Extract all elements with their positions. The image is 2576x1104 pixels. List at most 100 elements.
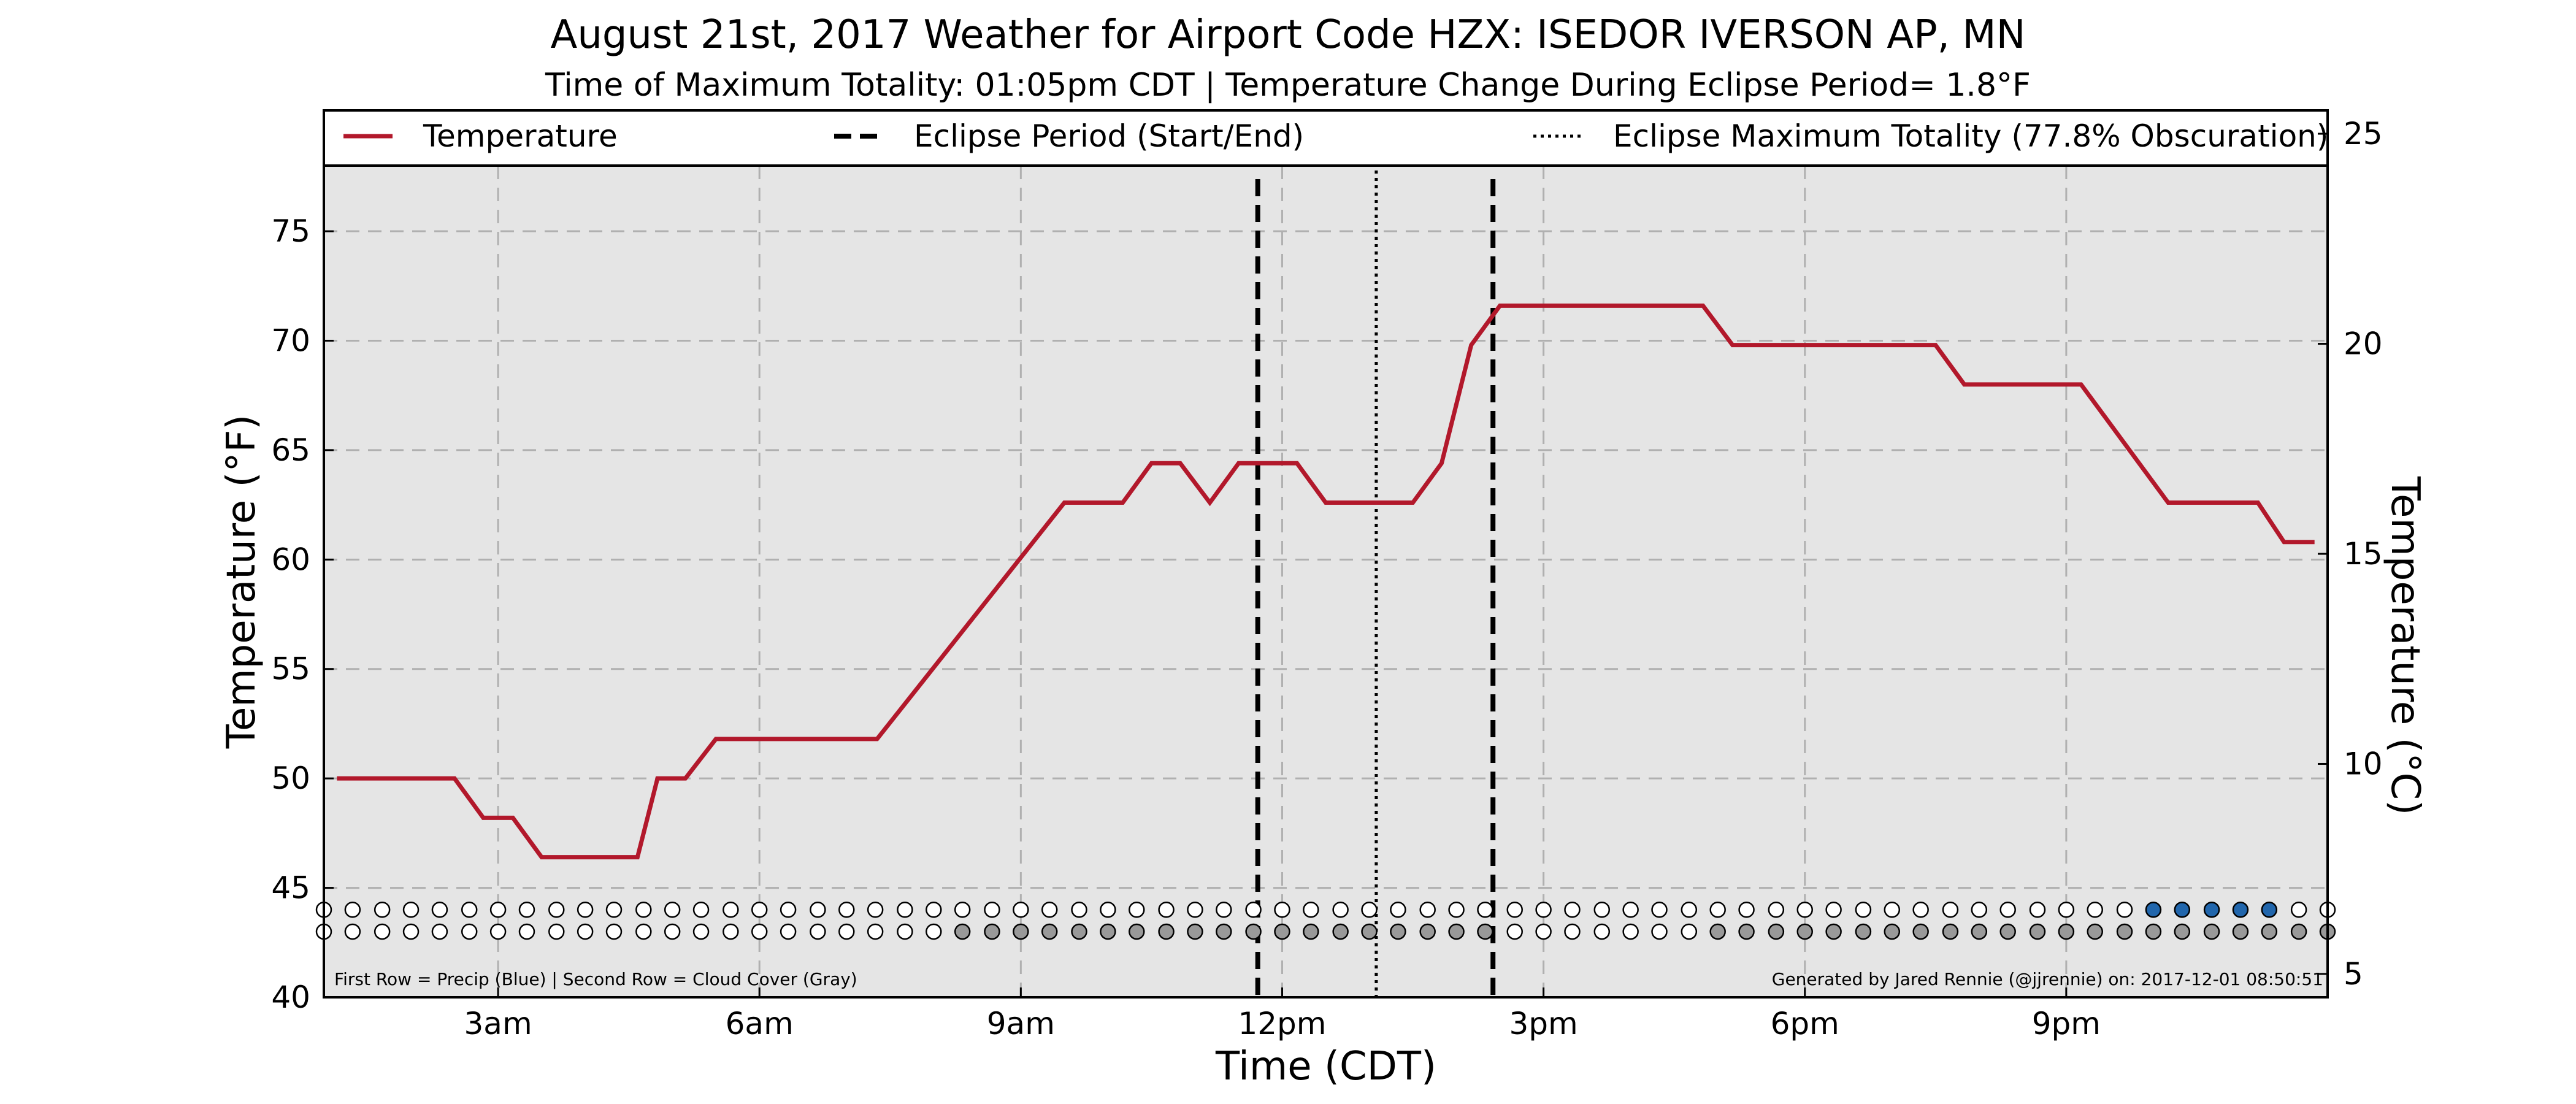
precip-dot bbox=[1332, 902, 1349, 918]
cloud-dot bbox=[810, 923, 826, 940]
cloud-dot bbox=[431, 923, 448, 940]
precip-dot bbox=[838, 902, 855, 918]
cloud-dot bbox=[1506, 923, 1523, 940]
precip-dot bbox=[2116, 902, 2133, 918]
precip-dot bbox=[692, 902, 710, 918]
cloud-dot bbox=[954, 923, 971, 940]
y-right-tick-label: 20 bbox=[2344, 326, 2383, 362]
cloud-dot bbox=[1041, 923, 1058, 940]
chart-title: August 21st, 2017 Weather for Airport Co… bbox=[551, 12, 2026, 58]
precip-dot bbox=[374, 902, 391, 918]
y-tick-label: 55 bbox=[271, 651, 310, 687]
precip-dot bbox=[1796, 902, 1813, 918]
note-left: First Row = Precip (Blue) | Second Row =… bbox=[334, 969, 857, 989]
cloud-dot bbox=[2261, 923, 2278, 940]
precip-dot bbox=[984, 902, 1000, 918]
x-axis: 3am 6am 9am 12pm 3pm 6pm 9pm bbox=[464, 987, 2101, 1041]
cloud-dot bbox=[1390, 923, 1406, 940]
legend-label: Eclipse Maximum Totality (77.8% Obscurat… bbox=[1613, 118, 2328, 154]
precip-dot bbox=[954, 902, 971, 918]
cloud-dot bbox=[1303, 923, 1319, 940]
cloud-dot bbox=[1477, 923, 1493, 940]
precip-dot bbox=[1100, 902, 1116, 918]
precip-dot bbox=[1738, 902, 1755, 918]
precip-dot bbox=[2232, 902, 2249, 918]
cloud-dot bbox=[1912, 923, 1929, 940]
cloud-dot bbox=[1245, 923, 1262, 940]
precip-dot bbox=[2261, 902, 2278, 918]
precip-dot bbox=[1622, 902, 1639, 918]
y-axis-label-right: Temperature (°C) bbox=[2382, 476, 2428, 815]
precip-dot bbox=[1187, 902, 1203, 918]
temperature-line bbox=[337, 303, 2315, 860]
cloud-dot bbox=[1738, 923, 1755, 940]
precip-dot bbox=[548, 902, 565, 918]
precip-dot bbox=[1564, 902, 1581, 918]
cloud-dot bbox=[2145, 923, 2162, 940]
y-tick-label: 50 bbox=[271, 761, 310, 796]
cloud-dot bbox=[1855, 923, 1872, 940]
cloud-dot bbox=[1274, 923, 1290, 940]
cloud-dot bbox=[1100, 923, 1116, 940]
precip-dot bbox=[1825, 902, 1842, 918]
y-tick-label: 65 bbox=[271, 432, 310, 468]
cloud-dot bbox=[1071, 923, 1087, 940]
cloud-dot bbox=[2290, 923, 2307, 940]
precip-dot bbox=[1535, 902, 1552, 918]
cloud-dot bbox=[1158, 923, 1175, 940]
y-tick-label: 75 bbox=[271, 213, 310, 249]
y-right-tick-label: 10 bbox=[2344, 746, 2383, 781]
precip-dot bbox=[1477, 902, 1493, 918]
precip-dot bbox=[1709, 902, 1726, 918]
x-tick-label: 6pm bbox=[1771, 1006, 1839, 1041]
cloud-dot bbox=[577, 923, 594, 940]
precip-dot bbox=[1448, 902, 1465, 918]
precip-dot bbox=[2174, 902, 2191, 918]
cloud-dot bbox=[2029, 923, 2046, 940]
y-axis-left: 40 45 50 55 60 65 70 75 bbox=[271, 213, 334, 1015]
cloud-dot bbox=[1593, 923, 1611, 940]
precip-dot bbox=[1013, 902, 1029, 918]
y-tick-label: 40 bbox=[271, 979, 310, 1015]
precip-dot bbox=[867, 902, 884, 918]
precip-dot bbox=[2290, 902, 2307, 918]
y-axis-label-left: Temperature (°F) bbox=[219, 415, 264, 749]
precip-dot bbox=[1855, 902, 1872, 918]
cloud-dot bbox=[838, 923, 855, 940]
cloud-dot bbox=[1013, 923, 1029, 940]
precip-dot bbox=[751, 902, 768, 918]
precip-dot bbox=[489, 902, 507, 918]
cloud-dot bbox=[1825, 923, 1842, 940]
cloud-dot bbox=[1419, 923, 1436, 940]
precip-dot bbox=[1999, 902, 2016, 918]
cloud-dot bbox=[2174, 923, 2191, 940]
temperature-series bbox=[337, 303, 2315, 860]
plot-area bbox=[324, 166, 2328, 997]
precip-dot bbox=[2087, 902, 2103, 918]
x-tick-label: 6am bbox=[726, 1006, 794, 1041]
y-tick-label: 45 bbox=[271, 870, 310, 906]
cloud-dot bbox=[1709, 923, 1726, 940]
cloud-dot bbox=[2058, 923, 2075, 940]
precip-dot bbox=[926, 902, 942, 918]
precip-dot bbox=[577, 902, 594, 918]
y-tick-label: 60 bbox=[271, 542, 310, 577]
cloud-dot bbox=[2203, 923, 2220, 940]
cloud-dot bbox=[518, 923, 535, 940]
precip-dot bbox=[1593, 902, 1611, 918]
x-tick-label: 12pm bbox=[1238, 1006, 1326, 1041]
precip-dot bbox=[461, 902, 478, 918]
cloud-dot bbox=[926, 923, 942, 940]
precip-dot bbox=[1971, 902, 1988, 918]
precip-dot bbox=[723, 902, 739, 918]
x-axis-label: Time (CDT) bbox=[1215, 1044, 1436, 1089]
precip-dot bbox=[431, 902, 448, 918]
y-axis-right: 5 10 15 20 25 bbox=[2318, 116, 2383, 992]
cloud-dot bbox=[489, 923, 507, 940]
y-tick-label: 70 bbox=[271, 323, 310, 358]
cloud-dot bbox=[1971, 923, 1988, 940]
x-tick-label: 9pm bbox=[2032, 1006, 2101, 1041]
legend-label: Temperature bbox=[423, 118, 618, 154]
cloud-dot bbox=[1884, 923, 1901, 940]
chart-subtitle: Time of Maximum Totality: 01:05pm CDT | … bbox=[545, 67, 2031, 104]
